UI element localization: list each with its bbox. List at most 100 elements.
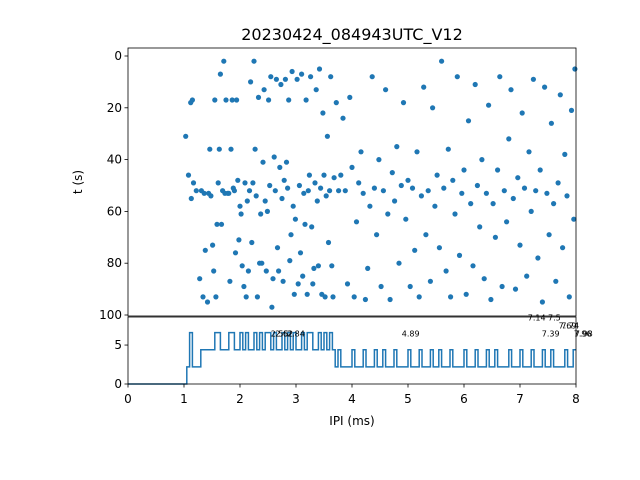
raster-point [328,74,334,80]
histogram-peak-label: 7.98 [575,329,593,338]
raster-point [314,198,320,204]
raster-point [267,182,273,189]
raster-point [188,195,194,202]
raster-point [555,180,561,186]
raster-point [432,203,438,209]
raster-point [252,146,258,152]
raster-point [280,278,286,284]
raster-point [321,172,327,178]
raster-point [443,268,449,274]
raster-point [278,81,284,88]
raster-point [508,87,514,93]
raster-point [299,71,305,77]
raster-point [204,299,211,305]
raster-point [396,260,402,266]
raster-point [197,276,203,282]
raster-point [425,188,431,194]
raster-point [479,157,485,163]
histogram-peak-label: 2.62 [275,329,293,338]
raster-point [380,188,386,194]
raster-point [276,268,282,274]
raster-point [248,79,254,85]
raster-point [216,146,222,152]
raster-point [553,278,559,284]
raster-y-ticks: 0 20 40 60 80 100 [99,49,128,322]
raster-point [512,286,519,292]
raster-point [271,154,277,160]
raster-point [488,296,494,303]
histogram-peak-label: 2.84 [287,329,305,338]
raster-point [189,97,195,103]
raster-point [289,68,295,75]
histogram-peak-label: 4.89 [402,329,420,338]
raster-point [412,247,418,253]
raster-point [312,180,318,186]
raster-point [245,268,251,274]
raster-point [506,136,512,142]
raster-point [542,84,548,90]
raster-y-tick-label: 20 [107,101,122,115]
raster-point [281,177,287,183]
raster-y-tick-label: 60 [107,204,122,218]
raster-point [238,211,244,217]
raster-point [533,188,539,194]
raster-point [309,224,315,230]
raster-point [544,190,550,196]
raster-point [313,87,319,93]
raster-point [268,74,274,80]
raster-point [347,94,353,100]
histogram-peak-label: 7.74 [561,322,579,331]
raster-point [385,211,391,217]
raster-point [501,188,507,194]
raster-point [340,115,346,121]
raster-point [270,276,276,282]
raster-point [227,278,233,284]
raster-point [273,76,279,82]
raster-point [526,149,532,155]
raster-point [486,102,492,108]
raster-point [519,110,525,116]
raster-point [286,97,292,103]
raster-point [492,234,498,240]
raster-point [232,250,239,256]
raster-point [288,232,294,238]
raster-point [185,172,192,178]
raster-point [211,268,217,274]
raster-point [403,216,409,222]
raster-point [376,157,382,163]
histogram-x-tick-label: 2 [236,392,244,406]
raster-point [269,304,275,310]
histogram-peak-labels: 2.552.622.84 4.89 7.14 7.5 7.397.697.747.967… [271,314,593,339]
raster-point [566,294,572,300]
raster-point [362,296,368,303]
raster-point [324,133,330,139]
raster-point [336,188,342,194]
raster-point [367,203,373,209]
histogram-peak-label: 7.39 [542,329,560,338]
raster-point [439,58,445,64]
raster-point [190,180,197,186]
raster-point [193,188,199,194]
raster-point [497,74,503,80]
raster-points [183,58,578,310]
histogram-peak-label: 7.96 [574,329,592,338]
raster-point [338,172,344,178]
raster-y-tick-label: 40 [107,153,122,167]
raster-point [296,182,302,189]
raster-point [465,118,472,124]
raster-point [315,263,321,269]
raster-point [244,198,250,204]
raster-point [474,182,480,189]
raster-point [392,198,398,204]
raster-point [223,97,229,103]
raster-point [383,87,389,93]
raster-point [333,100,339,106]
raster-point [251,58,257,64]
raster-point [409,185,416,191]
raster-point [374,232,380,238]
raster-point [295,281,301,287]
raster-point [398,182,404,189]
raster-point [266,97,272,103]
raster-point [548,120,555,126]
raster-point [282,76,288,82]
